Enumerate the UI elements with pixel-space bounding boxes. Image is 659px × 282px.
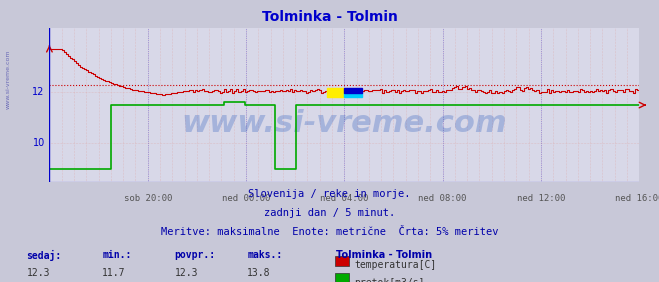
Text: 10: 10 <box>32 138 45 148</box>
Text: zadnji dan / 5 minut.: zadnji dan / 5 minut. <box>264 208 395 218</box>
Bar <box>345 88 362 93</box>
Text: Tolminka - Tolmin: Tolminka - Tolmin <box>262 10 397 24</box>
Text: temperatura[C]: temperatura[C] <box>355 260 437 270</box>
Text: sedaj:: sedaj: <box>26 250 61 261</box>
Text: ned 00:00: ned 00:00 <box>222 194 270 203</box>
Text: www.si-vreme.com: www.si-vreme.com <box>181 109 507 138</box>
Text: Meritve: maksimalne  Enote: metrične  Črta: 5% meritev: Meritve: maksimalne Enote: metrične Črta… <box>161 227 498 237</box>
Text: min.:: min.: <box>102 250 132 259</box>
Text: ned 16:00: ned 16:00 <box>615 194 659 203</box>
Text: 12.3: 12.3 <box>175 268 198 278</box>
Text: Tolminka - Tolmin: Tolminka - Tolmin <box>336 250 432 259</box>
Text: sob 20:00: sob 20:00 <box>123 194 172 203</box>
Text: 12: 12 <box>32 87 45 97</box>
Bar <box>327 88 345 97</box>
Bar <box>345 93 362 97</box>
Text: www.si-vreme.com: www.si-vreme.com <box>5 49 11 109</box>
Text: 13.8: 13.8 <box>247 268 271 278</box>
Text: ned 12:00: ned 12:00 <box>517 194 565 203</box>
Text: povpr.:: povpr.: <box>175 250 215 259</box>
Text: ned 04:00: ned 04:00 <box>320 194 368 203</box>
Text: 12.3: 12.3 <box>26 268 50 278</box>
Text: pretok[m3/s]: pretok[m3/s] <box>355 278 425 282</box>
Text: ned 08:00: ned 08:00 <box>418 194 467 203</box>
Text: 11.7: 11.7 <box>102 268 126 278</box>
Text: maks.:: maks.: <box>247 250 282 259</box>
Text: Slovenija / reke in morje.: Slovenija / reke in morje. <box>248 189 411 199</box>
